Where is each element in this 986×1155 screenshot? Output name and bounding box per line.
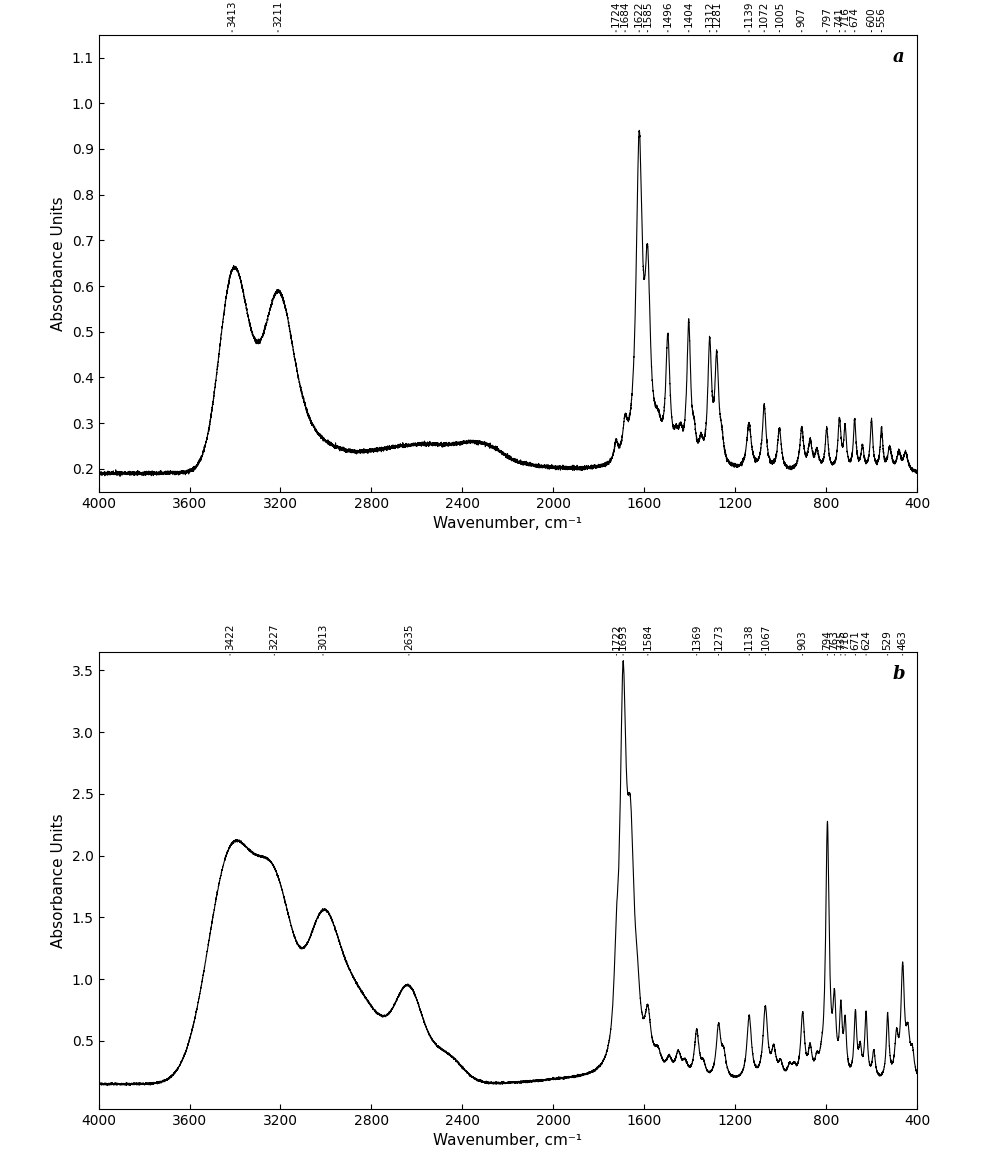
Text: 1139: 1139 — [744, 0, 754, 27]
Text: 1369: 1369 — [692, 624, 702, 650]
Text: 1067: 1067 — [760, 624, 770, 650]
Text: 1496: 1496 — [663, 0, 672, 27]
Text: 903: 903 — [798, 631, 808, 650]
Text: 3422: 3422 — [225, 624, 235, 650]
X-axis label: Wavenumber, cm⁻¹: Wavenumber, cm⁻¹ — [433, 516, 583, 531]
Text: 1693: 1693 — [618, 624, 628, 650]
Text: 1622: 1622 — [634, 0, 644, 27]
Text: 1722: 1722 — [611, 624, 621, 650]
Text: 1404: 1404 — [683, 0, 694, 27]
Text: 763: 763 — [829, 631, 839, 650]
Text: 1072: 1072 — [759, 0, 769, 27]
Text: 556: 556 — [877, 7, 886, 27]
Text: 797: 797 — [821, 7, 832, 27]
X-axis label: Wavenumber, cm⁻¹: Wavenumber, cm⁻¹ — [433, 1133, 583, 1148]
Text: 1312: 1312 — [705, 0, 715, 27]
Text: 3227: 3227 — [269, 624, 279, 650]
Text: 1584: 1584 — [643, 624, 653, 650]
Text: 3413: 3413 — [227, 0, 237, 27]
Text: 716: 716 — [840, 7, 850, 27]
Text: 716: 716 — [840, 631, 850, 650]
Text: 794: 794 — [822, 631, 832, 650]
Text: a: a — [893, 49, 905, 66]
Text: 674: 674 — [850, 7, 860, 27]
Text: 1138: 1138 — [744, 624, 754, 650]
Y-axis label: Absorbance Units: Absorbance Units — [51, 813, 66, 947]
Text: 463: 463 — [897, 631, 908, 650]
Text: 2635: 2635 — [404, 624, 414, 650]
Text: 735: 735 — [836, 631, 846, 650]
Text: 3013: 3013 — [317, 624, 328, 650]
Text: 1281: 1281 — [712, 0, 722, 27]
Text: 1273: 1273 — [714, 624, 724, 650]
Y-axis label: Absorbance Units: Absorbance Units — [51, 196, 66, 330]
Text: 529: 529 — [882, 631, 892, 650]
Text: 600: 600 — [867, 7, 877, 27]
Text: 1684: 1684 — [620, 0, 630, 27]
Text: 671: 671 — [850, 631, 861, 650]
Text: 1724: 1724 — [611, 0, 621, 27]
Text: b: b — [892, 665, 905, 684]
Text: 907: 907 — [797, 7, 807, 27]
Text: 624: 624 — [861, 631, 871, 650]
Text: 741: 741 — [834, 7, 844, 27]
Text: 1005: 1005 — [774, 1, 785, 27]
Text: 3211: 3211 — [273, 0, 283, 27]
Text: 1585: 1585 — [643, 0, 653, 27]
